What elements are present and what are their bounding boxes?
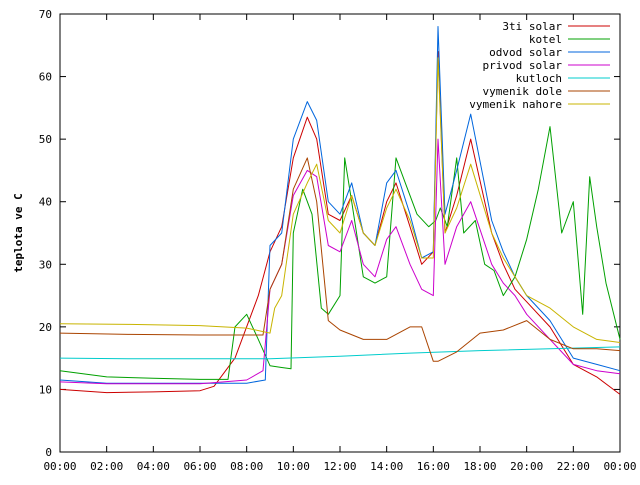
- legend-label: kutloch: [516, 72, 562, 85]
- x-tick-label: 00:00: [603, 460, 636, 473]
- legend-label: kotel: [529, 33, 562, 46]
- y-tick-label: 40: [39, 196, 52, 209]
- series-line-1: [59, 126, 621, 380]
- series-line-3: [59, 138, 621, 385]
- y-tick-label: 70: [39, 8, 52, 21]
- x-tick-label: 16:00: [417, 460, 450, 473]
- x-tick-label: 04:00: [137, 460, 170, 473]
- series-line-5: [59, 157, 621, 362]
- y-tick-label: 0: [45, 446, 52, 459]
- y-tick-label: 10: [39, 383, 52, 396]
- legend-label: odvod solar: [489, 46, 562, 59]
- series-line-2: [59, 26, 621, 384]
- x-tick-label: 10:00: [277, 460, 310, 473]
- x-tick-label: 20:00: [510, 460, 543, 473]
- y-axis-label: teplota ve C: [12, 193, 25, 272]
- legend-label: vymenik nahore: [469, 98, 562, 111]
- legend-label: privod solar: [483, 59, 563, 72]
- x-tick-label: 14:00: [370, 460, 403, 473]
- x-tick-label: 02:00: [90, 460, 123, 473]
- y-tick-label: 50: [39, 133, 52, 146]
- x-tick-label: 00:00: [43, 460, 76, 473]
- x-tick-label: 06:00: [183, 460, 216, 473]
- x-tick-label: 22:00: [557, 460, 590, 473]
- x-tick-label: 08:00: [230, 460, 263, 473]
- series-line-6: [59, 57, 621, 343]
- x-tick-label: 18:00: [463, 460, 496, 473]
- series-line-0: [59, 51, 621, 395]
- y-tick-label: 20: [39, 321, 52, 334]
- x-tick-label: 12:00: [323, 460, 356, 473]
- legend-label: vymenik dole: [483, 85, 562, 98]
- y-tick-label: 60: [39, 71, 52, 84]
- y-tick-label: 30: [39, 258, 52, 271]
- legend-label: 3ti solar: [502, 20, 562, 33]
- series-line-4: [59, 346, 621, 360]
